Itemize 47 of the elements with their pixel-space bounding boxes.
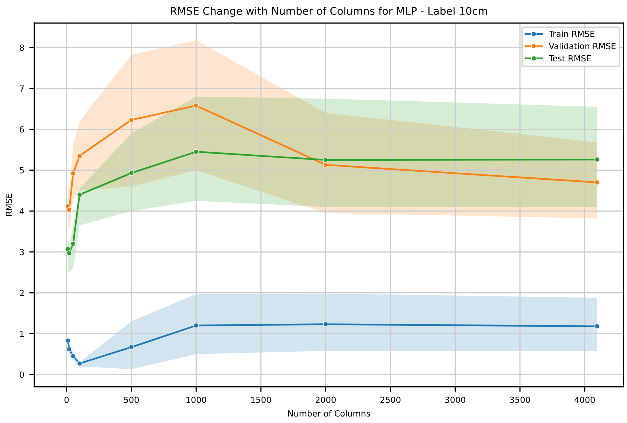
point [66,346,72,352]
point [77,192,83,198]
x-tick-label: 500 [124,396,140,404]
x-tick-label: 3000 [446,396,466,404]
y-tick-label: 5 [20,168,24,174]
point [594,180,600,186]
x-tick-label: 4000 [574,396,596,404]
x-tick-label: 2000 [316,396,336,404]
point [77,361,83,366]
x-axis-title: Number of Columns [288,410,370,417]
point [70,241,76,247]
point [66,250,72,256]
x-tick-label: 3500 [510,396,530,404]
x-tick-label: 2500 [380,396,401,404]
point [323,157,329,163]
point [194,149,200,155]
point [323,162,329,168]
point [65,246,71,252]
legend-label: Test RMSE [549,55,592,62]
point [77,153,83,159]
chart-title: RMSE Change with Number of Columns for MLP - Label 10cm [171,7,488,18]
point [128,344,134,350]
point [70,170,76,176]
y-tick-label: 7 [20,86,24,92]
y-tick-label: 0 [20,372,24,378]
point [65,338,71,344]
y-tick-label: 3 [20,249,24,256]
y-tick-label: 4 [20,208,24,214]
x-tick-label: 0 [64,396,69,404]
x-tick-label: 1000 [186,396,206,404]
y-tick-label: 8 [20,44,24,52]
legend-label: Train RMSE [549,30,595,38]
legend-label: Validation RMSE [549,42,616,50]
point [194,323,200,328]
point [194,103,200,109]
point [323,322,329,328]
point [70,354,76,360]
point [128,170,134,176]
y-axis-title: RMSE [6,194,12,216]
point [594,157,600,162]
point [594,324,600,330]
x-tick-label: 1500 [251,396,272,404]
y-tick-label: 6 [20,126,24,133]
y-tick-label: 2 [20,290,24,296]
point [66,207,72,213]
y-tick-label: 1 [20,331,24,338]
point [128,117,134,123]
